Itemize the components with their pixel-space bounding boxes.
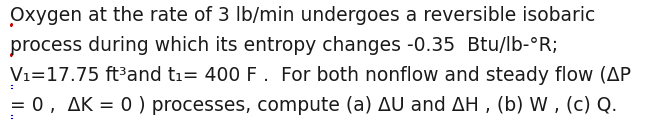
Text: = 0 ,  ΔK = 0 ) processes, compute (a) ΔU and ΔH , (b) W , (c) Q.: = 0 , ΔK = 0 ) processes, compute (a) ΔU… [10,96,618,115]
Text: V₁=17.75 ft³and t₁= 400 F .  For both nonflow and steady flow (ΔP: V₁=17.75 ft³and t₁= 400 F . For both non… [10,66,631,85]
Text: Oxygen at the rate of 3 lb/min undergoes a reversible isobaric: Oxygen at the rate of 3 lb/min undergoes… [10,6,596,25]
Text: process during which its entropy changes -0.35  Btu/lb-°R;: process during which its entropy changes… [10,36,558,55]
